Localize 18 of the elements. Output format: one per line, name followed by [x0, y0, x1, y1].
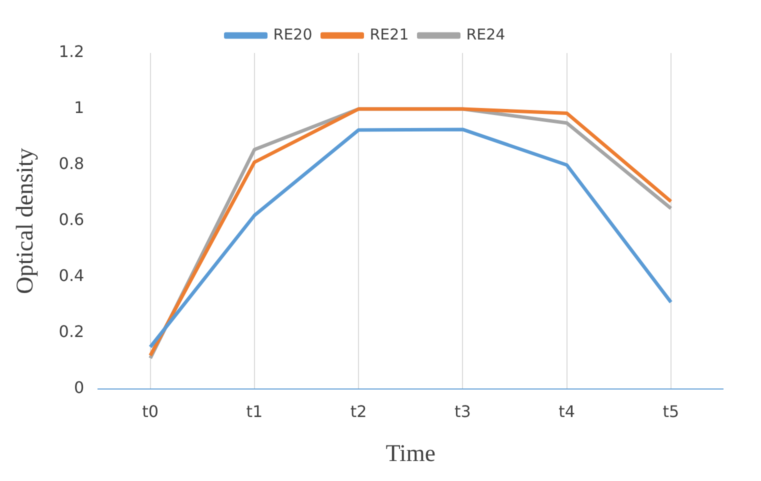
y-axis-title: Optical density [12, 148, 39, 294]
x-axis-title: Time [386, 440, 436, 467]
legend-label: RE24 [466, 25, 506, 44]
legend-label: RE21 [370, 25, 409, 44]
y-tick-label: 0.2 [58, 322, 84, 342]
x-tick-label: t5 [662, 402, 680, 421]
y-tick-label: 0.4 [58, 266, 84, 286]
x-tick-label: t0 [142, 402, 159, 421]
x-tick-label: t1 [246, 402, 263, 421]
x-tick-label: t4 [558, 402, 576, 421]
legend-label: RE20 [273, 25, 312, 44]
y-tick-label: 0 [74, 378, 84, 398]
y-tick-label: 0.6 [58, 210, 84, 230]
y-tick-label: 1.2 [58, 42, 84, 62]
x-tick-label: t2 [350, 402, 367, 421]
y-tick-label: 0.8 [58, 154, 84, 174]
x-tick-label: t3 [454, 402, 471, 421]
y-tick-label: 1 [74, 98, 84, 118]
